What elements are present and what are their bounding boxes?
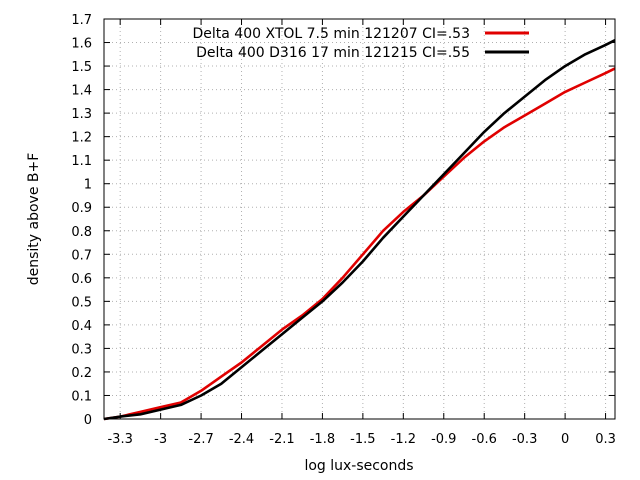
series-layer bbox=[103, 39, 616, 421]
y-tick-label: 1.5 bbox=[71, 60, 92, 75]
y-tick-label: 0.2 bbox=[71, 366, 92, 381]
y-tick-label: 1 bbox=[84, 178, 92, 193]
legend-label: Delta 400 D316 17 min 121215 CI=.55 bbox=[196, 45, 470, 61]
x-tick-label: -1.8 bbox=[310, 432, 335, 447]
y-tick-label: 0 bbox=[84, 413, 92, 428]
y-tick-label: 1.4 bbox=[71, 84, 92, 99]
y-tick-label: 0.3 bbox=[71, 342, 92, 357]
series-line-1 bbox=[103, 39, 616, 421]
x-tick-label: 0 bbox=[561, 432, 569, 447]
legend-label: Delta 400 XTOL 7.5 min 121207 CI=.53 bbox=[193, 26, 471, 42]
plot-frame bbox=[103, 18, 616, 420]
y-tick-label: 0.1 bbox=[71, 389, 92, 404]
y-tick-label: 0.5 bbox=[71, 295, 92, 310]
x-axis-label: log lux-seconds bbox=[304, 458, 413, 474]
x-tick-label: -1.5 bbox=[350, 432, 375, 447]
x-tick-label: -3 bbox=[154, 432, 167, 447]
y-tick-label: 1.1 bbox=[71, 154, 92, 169]
y-tick-label: 1.2 bbox=[71, 131, 92, 146]
y-tick-labels: 0 0.1 0.2 0.3 0.4 0.5 0.6 0.7 0.8 0.9 1 1.1 1.2 1.3 1.… bbox=[71, 13, 92, 428]
y-axis-label: density above B+F bbox=[26, 153, 42, 286]
y-tick-label: 0.9 bbox=[71, 201, 92, 216]
x-tick-label: -0.6 bbox=[472, 432, 497, 447]
x-tick-label: -3.3 bbox=[107, 432, 132, 447]
y-tick-label: 0.6 bbox=[71, 272, 92, 287]
x-tick-label: -0.3 bbox=[512, 432, 537, 447]
y-tick-label: 0.8 bbox=[71, 225, 92, 240]
x-tick-labels: -3.3 -3 -2.7 -2.4 -2.1 -1.8 -1.5 -1.2 -0.9 -0.6 -0… bbox=[107, 432, 615, 447]
x-tick-label: -2.1 bbox=[269, 432, 294, 447]
y-tick-label: 1.3 bbox=[71, 107, 92, 122]
y-tick-label: 1.7 bbox=[71, 13, 92, 28]
tick-marks bbox=[104, 18, 615, 420]
x-tick-label: -2.4 bbox=[229, 432, 254, 447]
y-tick-label: 0.4 bbox=[71, 319, 92, 334]
x-tick-label: -1.2 bbox=[391, 432, 416, 447]
x-tick-label: 0.3 bbox=[595, 432, 616, 447]
series-line-0 bbox=[103, 67, 616, 421]
x-tick-label: -0.9 bbox=[431, 432, 456, 447]
x-tick-label: -2.7 bbox=[188, 432, 213, 447]
y-tick-label: 0.7 bbox=[71, 248, 92, 263]
gridlines bbox=[104, 18, 615, 420]
legend: Delta 400 XTOL 7.5 min 121207 CI=.53 Delt… bbox=[193, 26, 529, 61]
y-tick-label: 1.6 bbox=[71, 37, 92, 52]
